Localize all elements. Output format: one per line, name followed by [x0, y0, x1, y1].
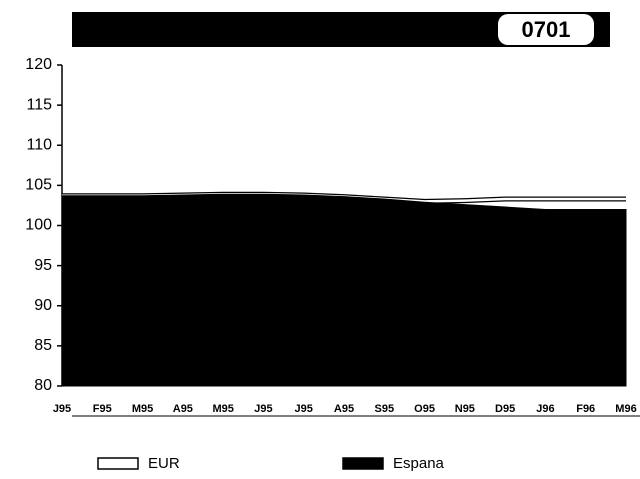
area: [61, 193, 627, 387]
x-tick-label: A95: [334, 403, 354, 415]
y-tick-label: 80: [34, 377, 52, 394]
x-tick-label: N95: [455, 403, 475, 415]
x-tick-label: M96: [615, 403, 636, 415]
x-tick-label: S95: [374, 403, 394, 415]
title-box: [498, 14, 594, 45]
x-tick-label: J95: [53, 403, 71, 415]
x-tick-label: J95: [295, 403, 313, 415]
legend-swatch: [97, 457, 139, 470]
x-tick-label: D95: [495, 403, 515, 415]
y-tick-label: 90: [34, 297, 52, 314]
x-tick-label: F96: [576, 403, 595, 415]
x-tick-label: O95: [414, 403, 435, 415]
y-tick-label: 115: [26, 96, 52, 113]
x-tick-label: F95: [93, 403, 112, 415]
y-tick-label: 105: [25, 177, 52, 194]
x-tick-label: J96: [536, 403, 554, 415]
legend-label: Espana: [393, 455, 445, 472]
x-tick-label: M95: [212, 403, 233, 415]
x-tick-label: A95: [173, 403, 193, 415]
legend-label: EUR: [148, 455, 180, 472]
y-tick-label: 85: [34, 337, 52, 354]
x-tick-label: M95: [132, 403, 153, 415]
x-tick-label: J95: [254, 403, 272, 415]
legend-swatch: [342, 457, 384, 470]
y-tick-label: 120: [25, 56, 52, 73]
y-tick-label: 100: [25, 217, 52, 234]
chart-title: 0701: [522, 17, 571, 42]
y-tick-label: 110: [26, 136, 52, 153]
y-tick-label: 95: [34, 257, 52, 274]
